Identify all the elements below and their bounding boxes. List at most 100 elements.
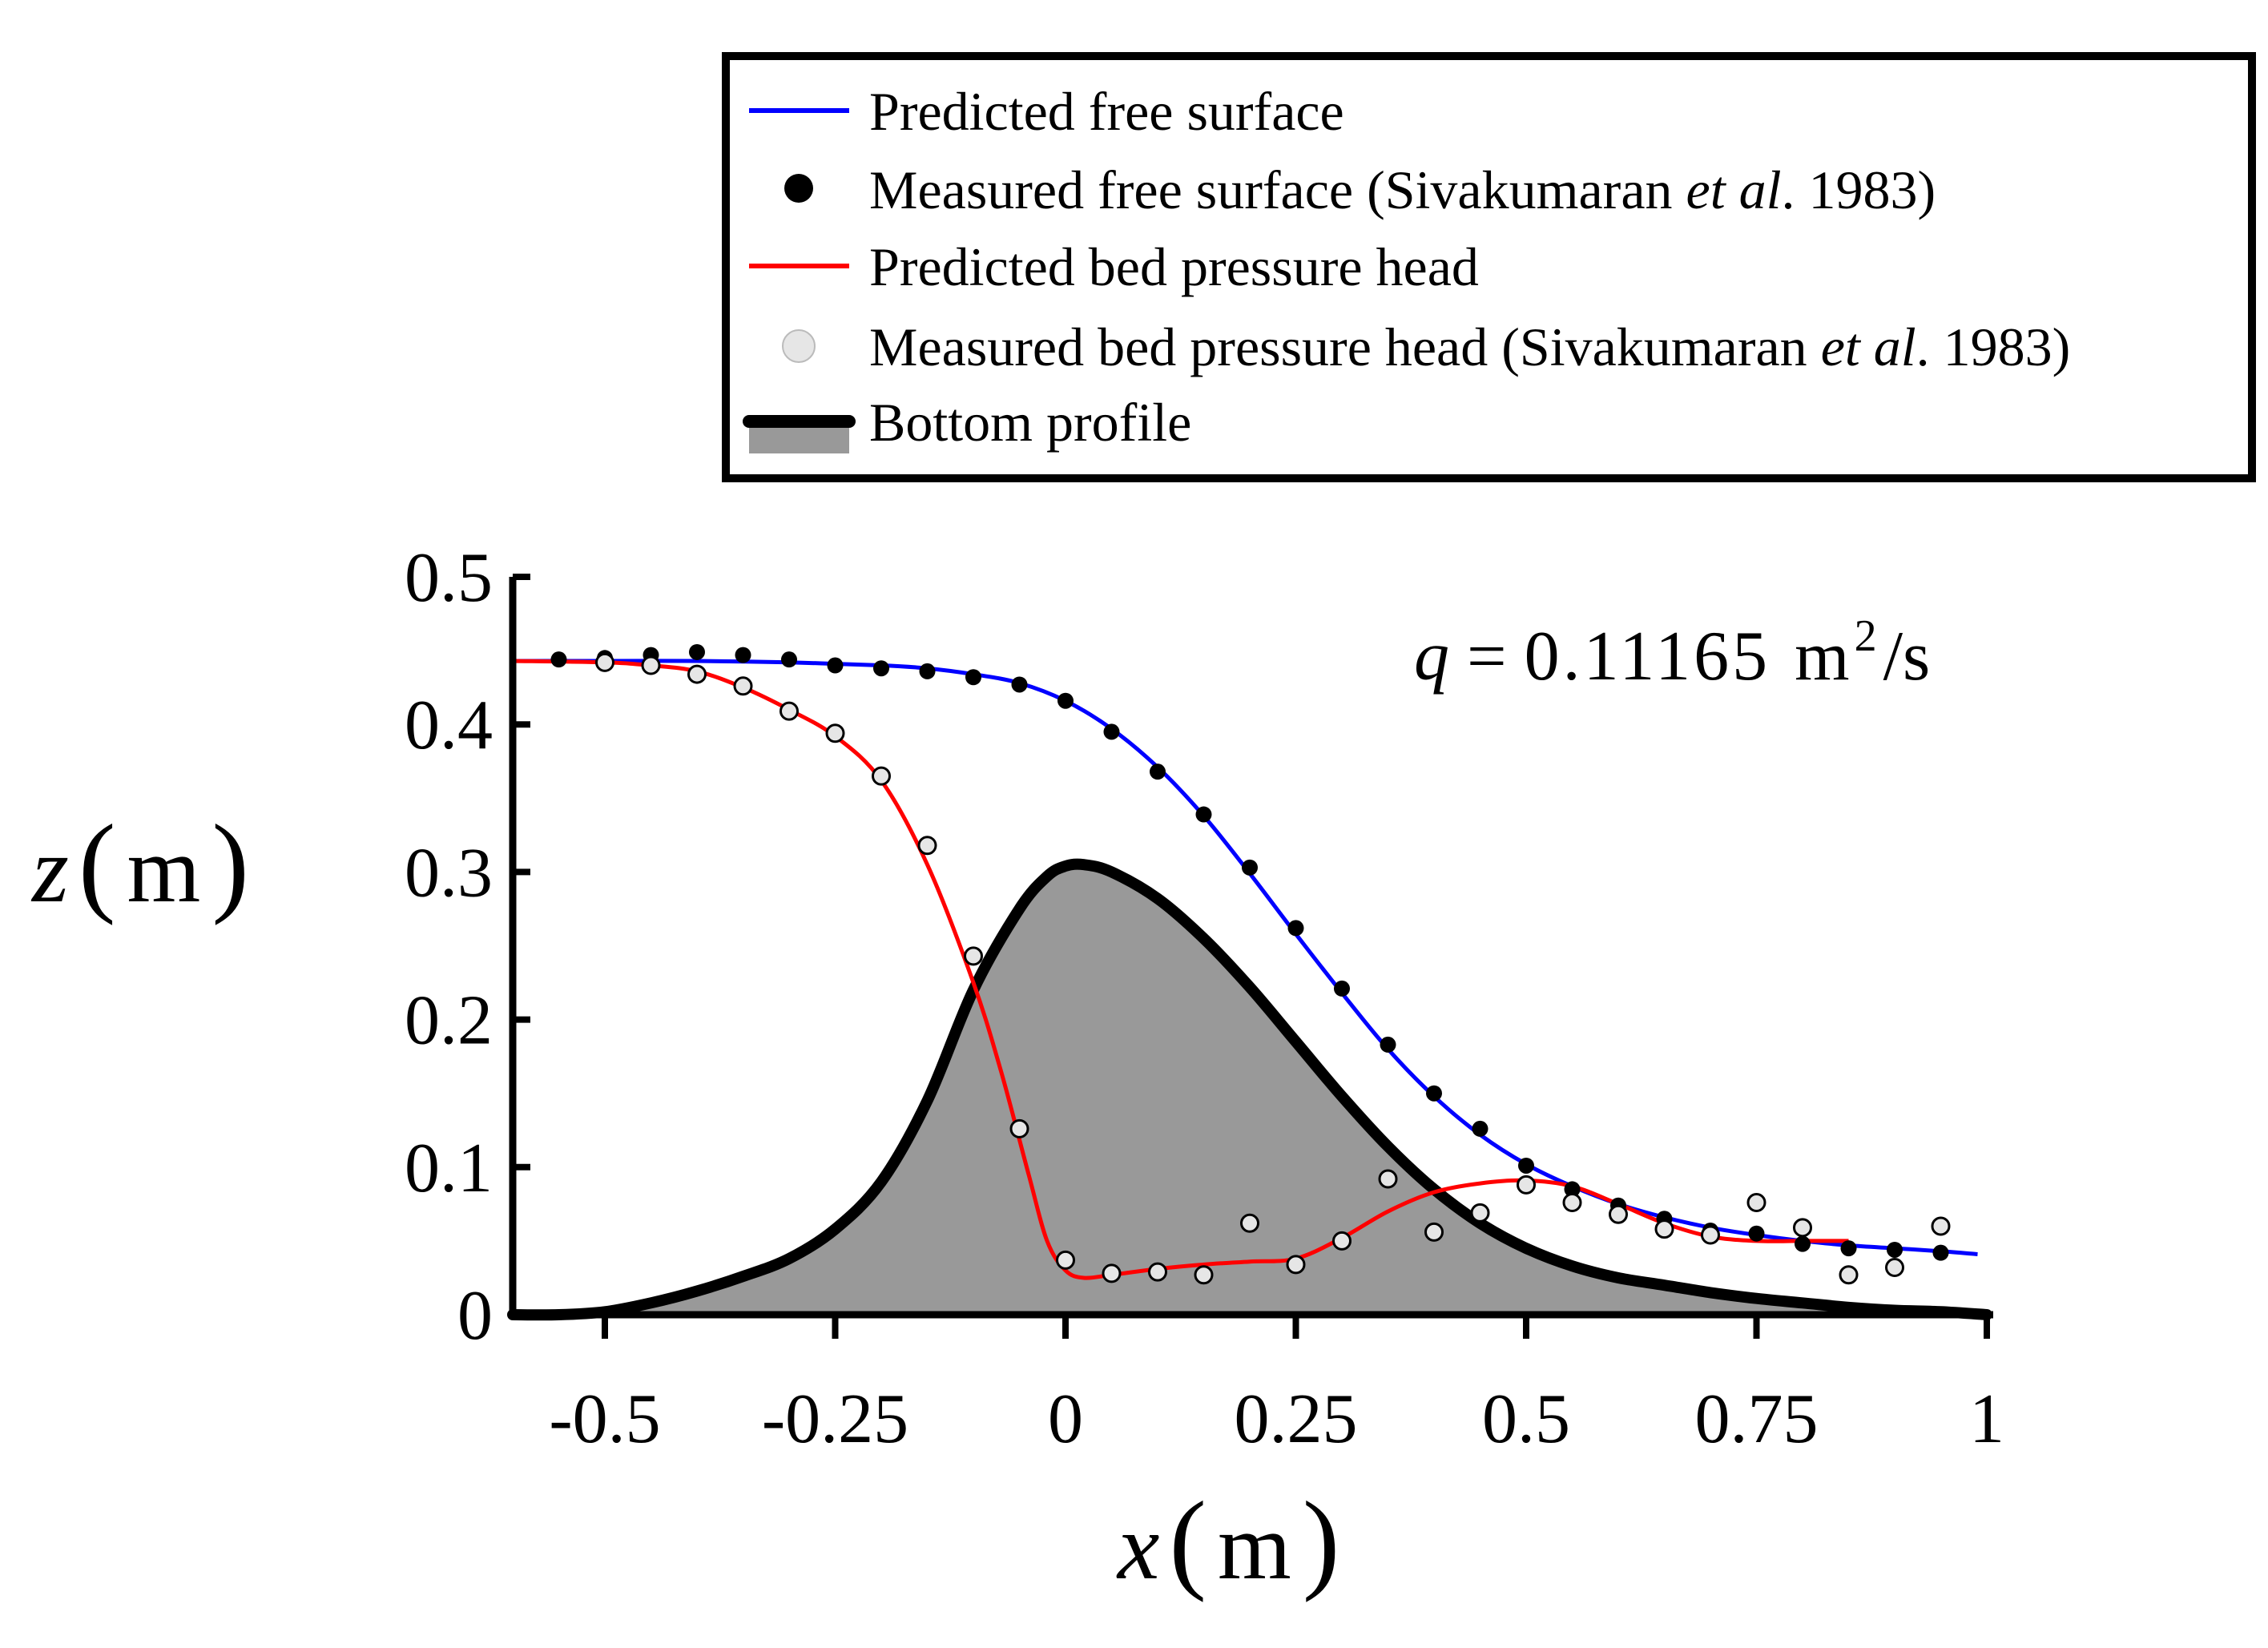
measured-bed-pressure-point [1009,1118,1029,1138]
measured-bed-pressure-point [1194,1265,1214,1285]
measured-bed-pressure-point [1102,1263,1122,1283]
y-tick-label: 0.2 [405,982,493,1060]
legend-text-part: . 1983) [1916,316,2071,377]
bottom-profile-fill [513,864,1987,1316]
measured-bed-pressure-point [1056,1250,1075,1270]
x-tick-label: 1 [1969,1380,2004,1458]
legend-text-part: Predicted free surface [869,81,1344,142]
measured-free-surface-point [1242,859,1258,876]
legend-text-part: Measured free surface (Sivakumaran [869,159,1686,220]
measured-free-surface-point [1748,1225,1765,1242]
legend-swatch-measured-bed-pressure [782,329,816,363]
x-tick-label: -0.5 [549,1380,660,1458]
x-tick-label: 0.75 [1695,1380,1819,1458]
bottom-profile-line [507,858,1992,1321]
measured-bed-pressure-point [1470,1203,1490,1223]
measured-free-surface-point [781,651,797,668]
measured-free-surface-point [735,647,751,663]
legend-text-part: et al [1686,159,1782,220]
measured-bed-pressure-point [872,766,891,786]
measured-free-surface-point [1887,1241,1903,1258]
measured-free-surface-point [689,643,705,660]
measured-bed-pressure-point [1240,1213,1259,1233]
measured-bed-pressure-point [964,946,983,966]
measured-free-surface-point [1472,1120,1489,1137]
x-axis-label: x(m) [1116,1479,1339,1603]
y-tick-label: 0.3 [405,834,493,912]
legend-label-bottom-profile: Bottom profile [869,392,1191,453]
legend-label-measured-bed-pressure: Measured bed pressure head (Sivakumaran … [869,316,2070,377]
y-axis-var: z [30,817,69,922]
y-axis-unit: m [127,817,201,922]
measured-bed-pressure-point [1517,1175,1536,1195]
legend-box [722,52,2256,482]
legend-label-measured-free-surface: Measured free surface (Sivakumaran et al… [869,159,1936,220]
annot-unit-exp: 2 [1855,611,1877,661]
measured-free-surface-point [1518,1157,1534,1174]
measured-free-surface-point [1932,1244,1949,1261]
x-tick-label: 0 [1048,1380,1083,1458]
measured-bed-pressure-point [733,676,753,696]
measured-free-surface-point [1103,723,1120,740]
measured-bed-pressure-point [1562,1193,1582,1213]
legend-swatch-measured-free-surface [784,174,813,203]
measured-free-surface-point [827,657,844,674]
measured-bed-pressure-point [825,723,845,743]
measured-bed-pressure-point [1746,1193,1766,1213]
measured-bed-pressure-point [1148,1262,1167,1282]
measured-bed-pressure-point [1609,1204,1628,1224]
legend-label-predicted-bed-pressure: Predicted bed pressure head [869,236,1479,297]
measured-bed-pressure-point [1378,1169,1398,1189]
measured-free-surface-point [1426,1085,1442,1102]
measured-free-surface-point [1287,920,1304,937]
measured-bed-pressure-point [1931,1216,1951,1236]
measured-free-surface-point [873,660,889,677]
x-tick-label: -0.25 [762,1380,908,1458]
x-axis-open-paren: ( [1169,1479,1207,1603]
measured-bed-pressure-point [641,655,661,675]
measured-bed-pressure-point [1654,1219,1674,1239]
x-axis-unit: m [1218,1494,1291,1599]
ticks: 0 0.1 0.2 0.3 0.4 0.5 -0.5 -0.25 0 0.25 0.5 0.75 1 [405,539,2004,1458]
measured-bed-pressure-point [1885,1258,1904,1278]
axes [509,577,1993,1319]
y-tick-label: 0.1 [405,1130,493,1207]
measured-bed-pressure-point [1701,1225,1720,1245]
measured-bed-pressure-point [687,664,707,684]
legend-swatch-bottom-fill [749,423,849,453]
measured-free-surface-point [1840,1240,1857,1257]
annot-value: 0.11165 [1525,618,1770,695]
measured-free-surface-point [965,669,981,686]
legend: Predicted free surface Measured free sur… [722,52,2256,482]
measured-bed-pressure-point [595,652,614,672]
measured-bed-pressure-point [1839,1265,1859,1285]
y-axis-close-paren: ) [211,802,249,926]
measured-bed-pressure-point [917,836,937,856]
y-tick-label: 0 [457,1277,493,1355]
measured-free-surface-point [1011,676,1028,693]
y-tick-label: 0.5 [405,539,493,617]
legend-text-part: Predicted bed pressure head [869,236,1479,297]
measured-bed-pressure-point [1793,1218,1812,1238]
annot-q: q [1414,618,1449,695]
annot-unit: m [1795,618,1849,695]
y-axis-label: z(m) [30,802,249,926]
legend-text-part: Bottom profile [869,392,1191,453]
measured-free-surface-point [1195,806,1212,823]
measured-free-surface-point [1795,1235,1811,1252]
measured-bed-pressure-point [779,701,799,721]
bottom-profile-layer [507,858,1992,1321]
legend-label-predicted-free-surface: Predicted free surface [869,81,1344,142]
y-axis-open-paren: ( [79,802,116,926]
legend-text-part: Measured bed pressure head (Sivakumaran [869,316,1821,377]
y-tick-label: 0.4 [405,687,493,764]
measured-bed-pressure-point [1424,1222,1444,1242]
measured-bed-pressure-point [1332,1231,1352,1251]
markers-layer [550,643,1951,1285]
x-tick-label: 0.25 [1235,1380,1358,1458]
legend-text-part: et al [1821,316,1916,377]
measured-free-surface-point [919,663,936,679]
measured-free-surface-point [1380,1036,1396,1053]
legend-text-part: . 1983) [1781,159,1936,220]
x-axis-var: x [1116,1494,1159,1599]
